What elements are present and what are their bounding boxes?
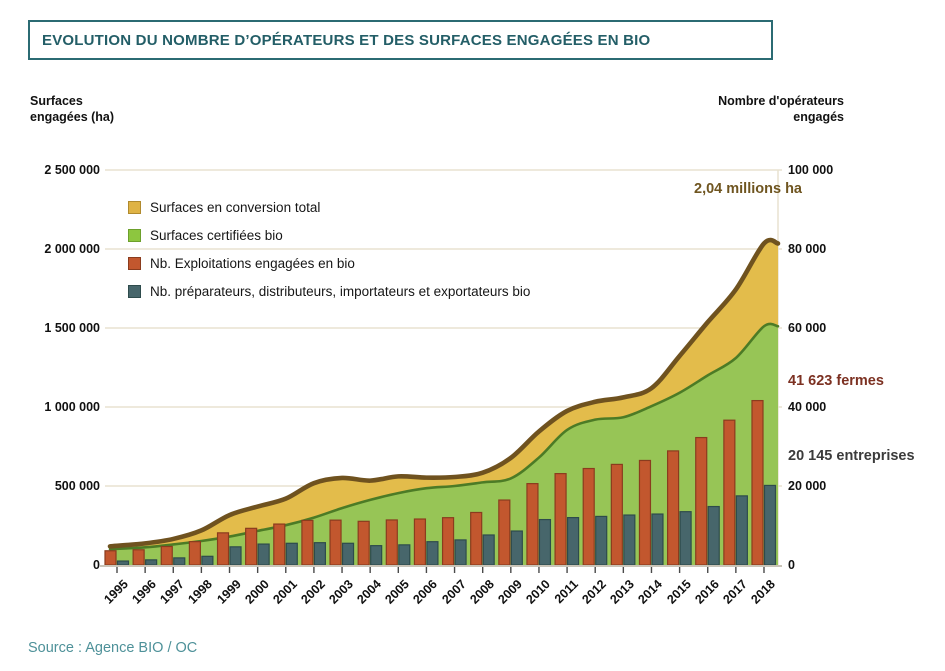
- legend-label-certified: Surfaces certifiées bio: [150, 227, 283, 243]
- farms-swatch-icon: [128, 256, 141, 270]
- bar-enterprises-1996: [145, 559, 158, 566]
- annotation-enterprises: 20 145 entreprises: [788, 448, 915, 464]
- bar-enterprises-1997: [173, 557, 186, 566]
- total-line: [107, 237, 781, 549]
- right-tick-80 000: 80 000: [788, 242, 827, 256]
- bar-farms-2014: [638, 459, 652, 566]
- left-tick-1 500 000: 1 500 000: [44, 321, 100, 335]
- left-tick-1 000 000: 1 000 000: [44, 400, 100, 414]
- annotation-farms: 41 623 fermes: [788, 373, 884, 389]
- bar-farms-2003: [329, 519, 342, 566]
- legend-item-enterprises: Nb. préparateurs, distributeurs, importa…: [128, 281, 530, 301]
- bar-farms-2012: [582, 467, 595, 566]
- certified-swatch-icon: [128, 228, 141, 242]
- conversion-swatch-icon: [128, 200, 141, 214]
- bar-enterprises-2004: [370, 545, 383, 566]
- bar-farms-2005: [385, 519, 398, 566]
- bar-enterprises-2006: [426, 541, 439, 566]
- bar-enterprises-2011: [566, 516, 580, 566]
- bar-enterprises-2003: [341, 542, 355, 566]
- bar-enterprises-1995: [116, 560, 130, 566]
- right-axis-title: Nombre d'opérateurs engagés: [718, 94, 844, 124]
- bar-enterprises-2012: [595, 515, 608, 566]
- bar-enterprises-2018: [763, 484, 777, 566]
- bar-farms-2004: [357, 520, 370, 566]
- bar-farms-2008: [470, 511, 483, 566]
- bar-farms-1998: [188, 541, 201, 566]
- bar-enterprises-2017: [735, 495, 748, 566]
- legend-label-farms: Nb. Exploitations engagées en bio: [150, 255, 355, 271]
- legend: Surfaces en conversion total Surfaces ce…: [128, 197, 530, 309]
- bar-enterprises-2009: [510, 530, 523, 566]
- bar-enterprises-2008: [482, 534, 495, 566]
- legend-item-conversion: Surfaces en conversion total: [128, 197, 530, 217]
- left-tick-2 000 000: 2 000 000: [44, 242, 100, 256]
- bar-farms-2010: [526, 483, 539, 566]
- bar-farms-1999: [216, 532, 230, 566]
- bar-farms-2009: [498, 499, 511, 566]
- bar-farms-2006: [413, 518, 427, 566]
- bar-enterprises-2005: [398, 544, 411, 566]
- left-axis-title: Surfaces engagées (ha): [30, 94, 115, 124]
- bar-enterprises-2015: [679, 511, 692, 566]
- bar-farms-2018: [751, 399, 764, 566]
- left-tick-0: 0: [93, 558, 100, 572]
- bar-enterprises-2014: [651, 513, 664, 566]
- bar-enterprises-1998: [201, 555, 214, 566]
- bar-farms-1997: [160, 545, 173, 566]
- right-tick-40 000: 40 000: [788, 400, 827, 414]
- bar-enterprises-2013: [623, 514, 636, 566]
- page-title: EVOLUTION DU NOMBRE D’OPÉRATEURS ET DES …: [42, 31, 651, 49]
- right-tick-60 000: 60 000: [788, 321, 827, 335]
- right-tick-20 000: 20 000: [788, 479, 827, 493]
- right-tick-0: 0: [788, 558, 795, 572]
- bar-enterprises-2002: [313, 542, 327, 566]
- right-tick-100 000: 100 000: [788, 163, 834, 177]
- legend-label-conversion: Surfaces en conversion total: [150, 199, 321, 215]
- title-box: EVOLUTION DU NOMBRE D’OPÉRATEURS ET DES …: [28, 20, 773, 60]
- left-tick-500 000: 500 000: [54, 479, 100, 493]
- bar-farms-2011: [554, 473, 567, 566]
- left-tick-2 500 000: 2 500 000: [44, 163, 100, 177]
- annotation-total-surface: 2,04 millions ha: [694, 181, 802, 197]
- bar-farms-2001: [273, 523, 286, 566]
- bar-farms-2017: [723, 419, 736, 566]
- bar-farms-2007: [441, 517, 455, 566]
- certified-line: [108, 322, 780, 551]
- legend-label-enterprises: Nb. préparateurs, distributeurs, importa…: [150, 283, 531, 299]
- source-caption: Source : Agence BIO / OC: [28, 640, 198, 656]
- bar-farms-2015: [666, 450, 680, 566]
- legend-item-certified: Surfaces certifiées bio: [128, 225, 530, 245]
- bar-enterprises-2007: [454, 539, 467, 566]
- bar-enterprises-2000: [257, 543, 270, 566]
- bar-farms-2002: [301, 519, 314, 566]
- legend-item-farms: Nb. Exploitations engagées en bio: [128, 253, 530, 273]
- bar-farms-2000: [245, 527, 258, 566]
- enterprises-swatch-icon: [128, 284, 141, 298]
- bar-enterprises-2016: [707, 505, 720, 566]
- bar-farms-1996: [132, 549, 145, 566]
- bar-farms-2013: [610, 463, 623, 566]
- bar-farms-2016: [695, 436, 708, 566]
- bar-enterprises-2010: [538, 518, 552, 566]
- bar-enterprises-1999: [229, 546, 242, 566]
- bar-enterprises-2001: [285, 542, 298, 566]
- bar-farms-1995: [104, 550, 117, 566]
